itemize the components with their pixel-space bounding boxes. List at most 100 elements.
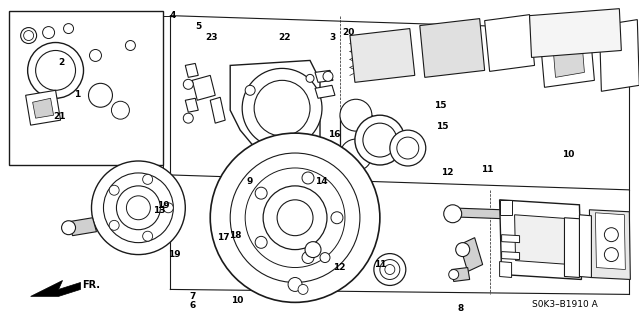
Circle shape <box>263 186 327 249</box>
Polygon shape <box>350 29 415 82</box>
Polygon shape <box>452 268 470 281</box>
Circle shape <box>20 27 36 43</box>
Polygon shape <box>529 9 621 57</box>
Circle shape <box>320 253 330 263</box>
Circle shape <box>302 252 314 263</box>
Polygon shape <box>68 218 97 236</box>
Circle shape <box>288 278 302 292</box>
Circle shape <box>380 260 400 279</box>
Circle shape <box>61 221 76 235</box>
Circle shape <box>255 236 267 248</box>
Polygon shape <box>552 35 584 78</box>
Text: 11: 11 <box>374 260 387 269</box>
Circle shape <box>255 187 267 199</box>
Circle shape <box>298 285 308 294</box>
Circle shape <box>305 241 321 257</box>
Text: 1: 1 <box>74 90 81 99</box>
Circle shape <box>90 49 102 62</box>
Circle shape <box>111 101 129 119</box>
Circle shape <box>92 161 186 255</box>
Circle shape <box>604 248 618 262</box>
Circle shape <box>355 115 405 165</box>
Text: 19: 19 <box>168 250 180 259</box>
Circle shape <box>242 68 322 148</box>
Circle shape <box>163 203 173 213</box>
Polygon shape <box>484 15 534 71</box>
Circle shape <box>245 85 255 95</box>
Text: 21: 21 <box>53 112 66 121</box>
Text: 5: 5 <box>196 22 202 31</box>
Text: 7: 7 <box>189 292 195 300</box>
Polygon shape <box>500 200 581 279</box>
Polygon shape <box>589 210 630 279</box>
Circle shape <box>390 130 426 166</box>
Text: 15: 15 <box>436 122 449 131</box>
Text: 10: 10 <box>561 150 574 159</box>
Polygon shape <box>500 262 511 278</box>
Text: 8: 8 <box>458 304 463 313</box>
Text: 23: 23 <box>205 33 218 42</box>
Text: 10: 10 <box>231 296 243 305</box>
Text: 12: 12 <box>442 168 454 177</box>
Bar <box>340 115 372 155</box>
Text: 15: 15 <box>434 101 446 110</box>
Polygon shape <box>595 213 625 270</box>
Polygon shape <box>579 215 591 278</box>
Polygon shape <box>564 218 579 278</box>
Polygon shape <box>192 75 215 100</box>
Polygon shape <box>230 60 320 148</box>
Circle shape <box>63 24 74 33</box>
Circle shape <box>183 79 193 89</box>
Circle shape <box>302 172 314 184</box>
Text: 6: 6 <box>189 301 195 310</box>
Circle shape <box>531 210 541 220</box>
Circle shape <box>109 185 119 195</box>
Text: 17: 17 <box>216 233 229 242</box>
Polygon shape <box>33 98 54 118</box>
Polygon shape <box>500 200 511 215</box>
Text: S0K3–B1910 A: S0K3–B1910 A <box>532 300 597 309</box>
Text: 3: 3 <box>330 33 336 42</box>
Text: 4: 4 <box>170 11 176 20</box>
Text: 20: 20 <box>342 28 355 37</box>
Text: 22: 22 <box>278 33 291 42</box>
Circle shape <box>456 243 470 256</box>
Text: 2: 2 <box>58 58 65 67</box>
Polygon shape <box>31 280 81 296</box>
Circle shape <box>43 26 54 39</box>
Circle shape <box>363 123 397 157</box>
Circle shape <box>230 153 360 282</box>
Circle shape <box>245 168 345 268</box>
Polygon shape <box>210 97 225 123</box>
Circle shape <box>210 133 380 302</box>
Circle shape <box>143 174 152 184</box>
Text: 13: 13 <box>153 206 165 215</box>
Polygon shape <box>460 238 483 271</box>
Text: FR.: FR. <box>83 280 100 290</box>
Polygon shape <box>502 252 520 260</box>
Circle shape <box>116 186 161 230</box>
Polygon shape <box>26 90 61 125</box>
Circle shape <box>28 42 83 98</box>
Polygon shape <box>186 63 198 78</box>
Circle shape <box>604 228 618 241</box>
Polygon shape <box>420 19 484 78</box>
Circle shape <box>104 173 173 243</box>
Circle shape <box>88 83 113 107</box>
Polygon shape <box>515 215 570 264</box>
Circle shape <box>323 71 333 81</box>
Circle shape <box>340 99 372 131</box>
Text: 14: 14 <box>315 177 328 186</box>
Text: 16: 16 <box>328 130 340 138</box>
Circle shape <box>331 212 343 224</box>
Circle shape <box>374 254 406 286</box>
Bar <box>9 11 163 165</box>
Circle shape <box>397 137 419 159</box>
Circle shape <box>127 196 150 220</box>
Circle shape <box>24 31 34 41</box>
Circle shape <box>306 74 314 82</box>
Circle shape <box>340 139 372 171</box>
Circle shape <box>125 41 136 50</box>
Circle shape <box>36 50 76 90</box>
Polygon shape <box>315 70 333 82</box>
